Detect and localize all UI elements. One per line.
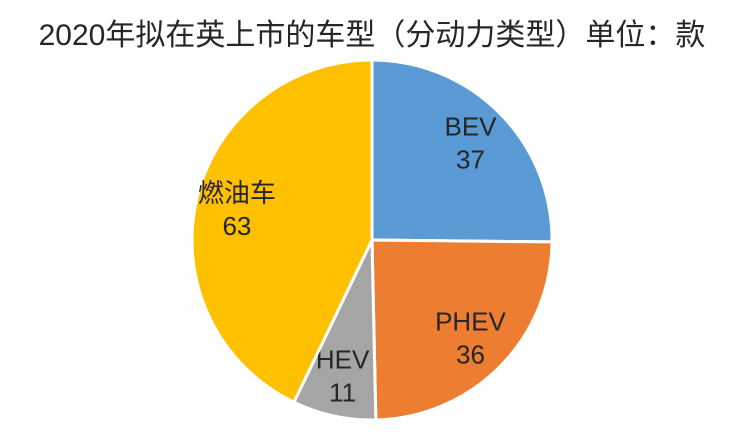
chart-title: 2020年拟在英上市的车型（分动力类型）单位：款 [38,19,706,52]
pie-slice-bev [370,58,554,244]
pie-slice-label-fuel-car: 燃油车 63 [198,178,276,241]
pie-slice-label-hev: HEV 11 [316,344,370,407]
pie-slice-phev [370,238,554,422]
pie-slice-label-bev: BEV 37 [444,112,497,175]
pie-slice-label-phev: PHEV 36 [435,307,506,370]
pie-slice-fuel-car [190,58,374,404]
